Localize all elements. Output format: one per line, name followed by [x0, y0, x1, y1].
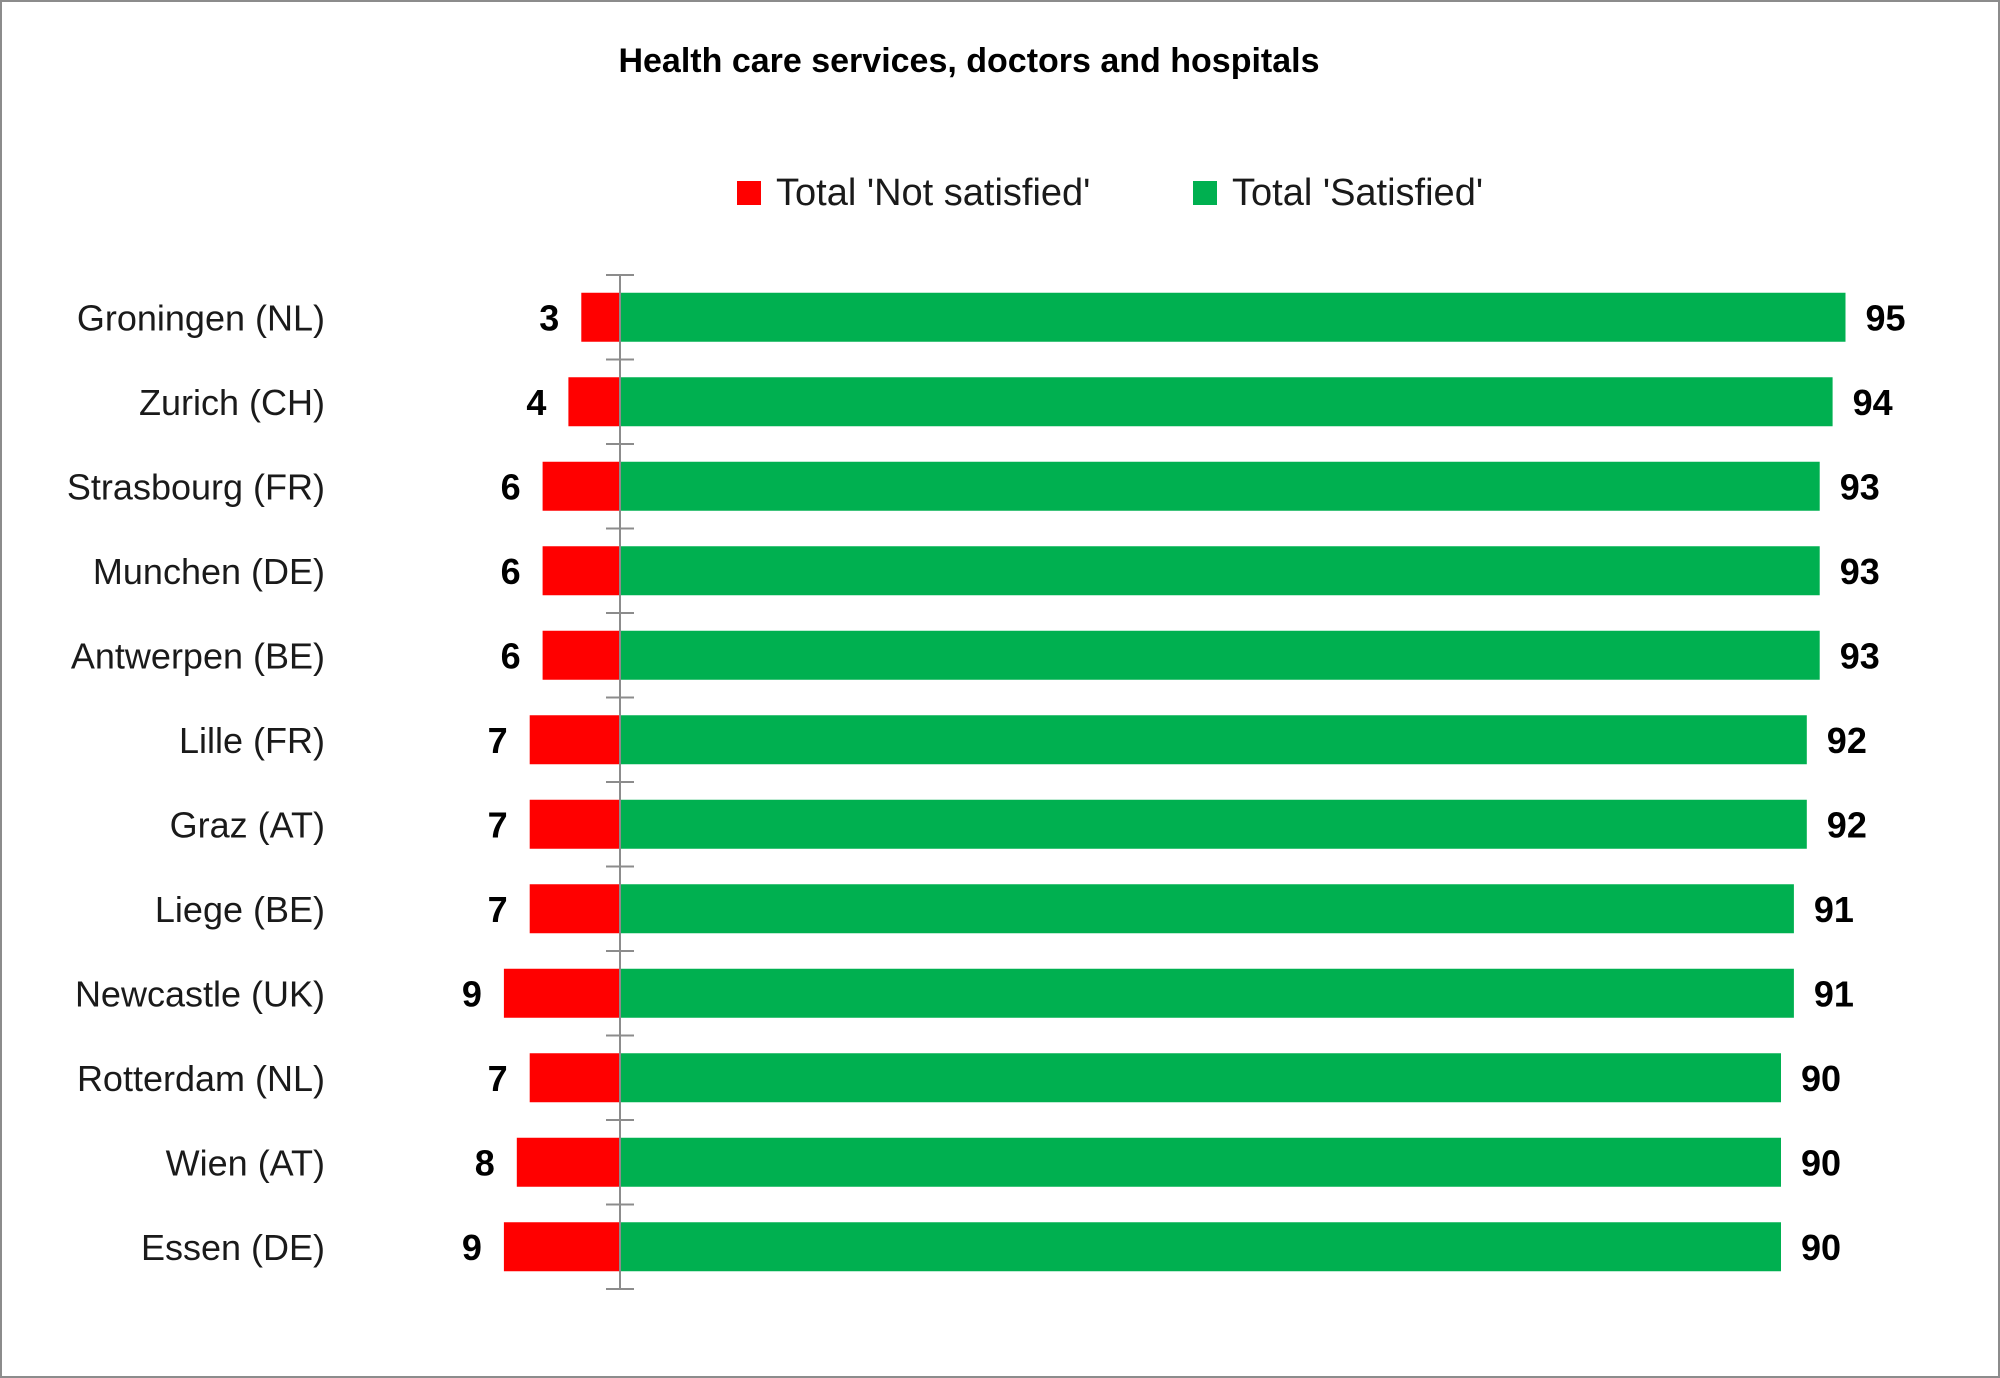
category-label: Newcastle (UK) [75, 973, 325, 1014]
data-label-satisfied: 95 [1866, 297, 1906, 338]
data-label-satisfied: 91 [1814, 889, 1854, 930]
chart-title: Health care services, doctors and hospit… [618, 42, 1319, 80]
bar-satisfied [620, 715, 1807, 765]
bar-not-satisfied [568, 377, 620, 427]
bar-not-satisfied [529, 884, 620, 934]
bar-not-satisfied [581, 292, 620, 342]
category-label: Rotterdam (NL) [77, 1058, 325, 1099]
bar-satisfied [620, 292, 1846, 342]
bar-not-satisfied [503, 1222, 620, 1272]
category-label: Zurich (CH) [139, 382, 325, 423]
legend: Total 'Not satisfied' Total 'Satisfied' [737, 172, 1483, 214]
data-label-not-satisfied: 6 [501, 466, 521, 507]
bar-satisfied [620, 630, 1820, 680]
legend-swatch-not-satisfied [737, 181, 761, 205]
data-label-not-satisfied: 9 [462, 1227, 482, 1268]
bar-satisfied [620, 968, 1794, 1018]
data-label-not-satisfied: 7 [488, 889, 508, 930]
category-label: Graz (AT) [170, 804, 325, 845]
bar-satisfied [620, 884, 1794, 934]
data-label-satisfied: 92 [1827, 804, 1867, 845]
data-label-not-satisfied: 6 [501, 551, 521, 592]
bar-not-satisfied [529, 715, 620, 765]
legend-label-satisfied: Total 'Satisfied' [1232, 172, 1483, 214]
category-label: Groningen (NL) [77, 297, 325, 338]
bar-satisfied [620, 1137, 1781, 1187]
data-label-not-satisfied: 7 [488, 1058, 508, 1099]
data-label-satisfied: 93 [1840, 551, 1880, 592]
data-label-satisfied: 93 [1840, 466, 1880, 507]
data-label-satisfied: 93 [1840, 635, 1880, 676]
category-label: Strasbourg (FR) [67, 466, 325, 507]
bar-not-satisfied [516, 1137, 620, 1187]
bar-satisfied [620, 799, 1807, 849]
bar-not-satisfied [529, 799, 620, 849]
bar-satisfied [620, 546, 1820, 596]
data-label-not-satisfied: 8 [475, 1142, 495, 1183]
data-label-satisfied: 90 [1801, 1142, 1841, 1183]
data-label-satisfied: 90 [1801, 1058, 1841, 1099]
data-label-not-satisfied: 7 [488, 720, 508, 761]
data-label-not-satisfied: 6 [501, 635, 521, 676]
bar-not-satisfied [542, 546, 620, 596]
category-label: Lille (FR) [179, 720, 325, 761]
data-label-satisfied: 92 [1827, 720, 1867, 761]
data-label-satisfied: 91 [1814, 973, 1854, 1014]
category-label: Essen (DE) [141, 1227, 325, 1268]
data-label-satisfied: 94 [1853, 382, 1893, 423]
legend-label-not-satisfied: Total 'Not satisfied' [776, 172, 1090, 214]
bar-satisfied [620, 377, 1833, 427]
bar-not-satisfied [542, 630, 620, 680]
bar-satisfied [620, 461, 1820, 511]
category-label: Liege (BE) [155, 889, 325, 930]
plot-area: Groningen (NL) 3 95 Zurich (CH) 4 94 Strasbour… [67, 274, 1906, 1290]
data-label-satisfied: 90 [1801, 1227, 1841, 1268]
data-label-not-satisfied: 7 [488, 804, 508, 845]
category-label: Munchen (DE) [93, 551, 325, 592]
category-label: Antwerpen (BE) [71, 635, 325, 676]
legend-swatch-satisfied [1193, 181, 1217, 205]
bar-not-satisfied [503, 968, 620, 1018]
bar-not-satisfied [529, 1053, 620, 1103]
data-label-not-satisfied: 9 [462, 973, 482, 1014]
bar-satisfied [620, 1053, 1781, 1103]
category-label: Wien (AT) [166, 1142, 325, 1183]
bar-not-satisfied [542, 461, 620, 511]
bar-satisfied [620, 1222, 1781, 1272]
data-label-not-satisfied: 4 [526, 382, 546, 423]
data-label-not-satisfied: 3 [539, 297, 559, 338]
